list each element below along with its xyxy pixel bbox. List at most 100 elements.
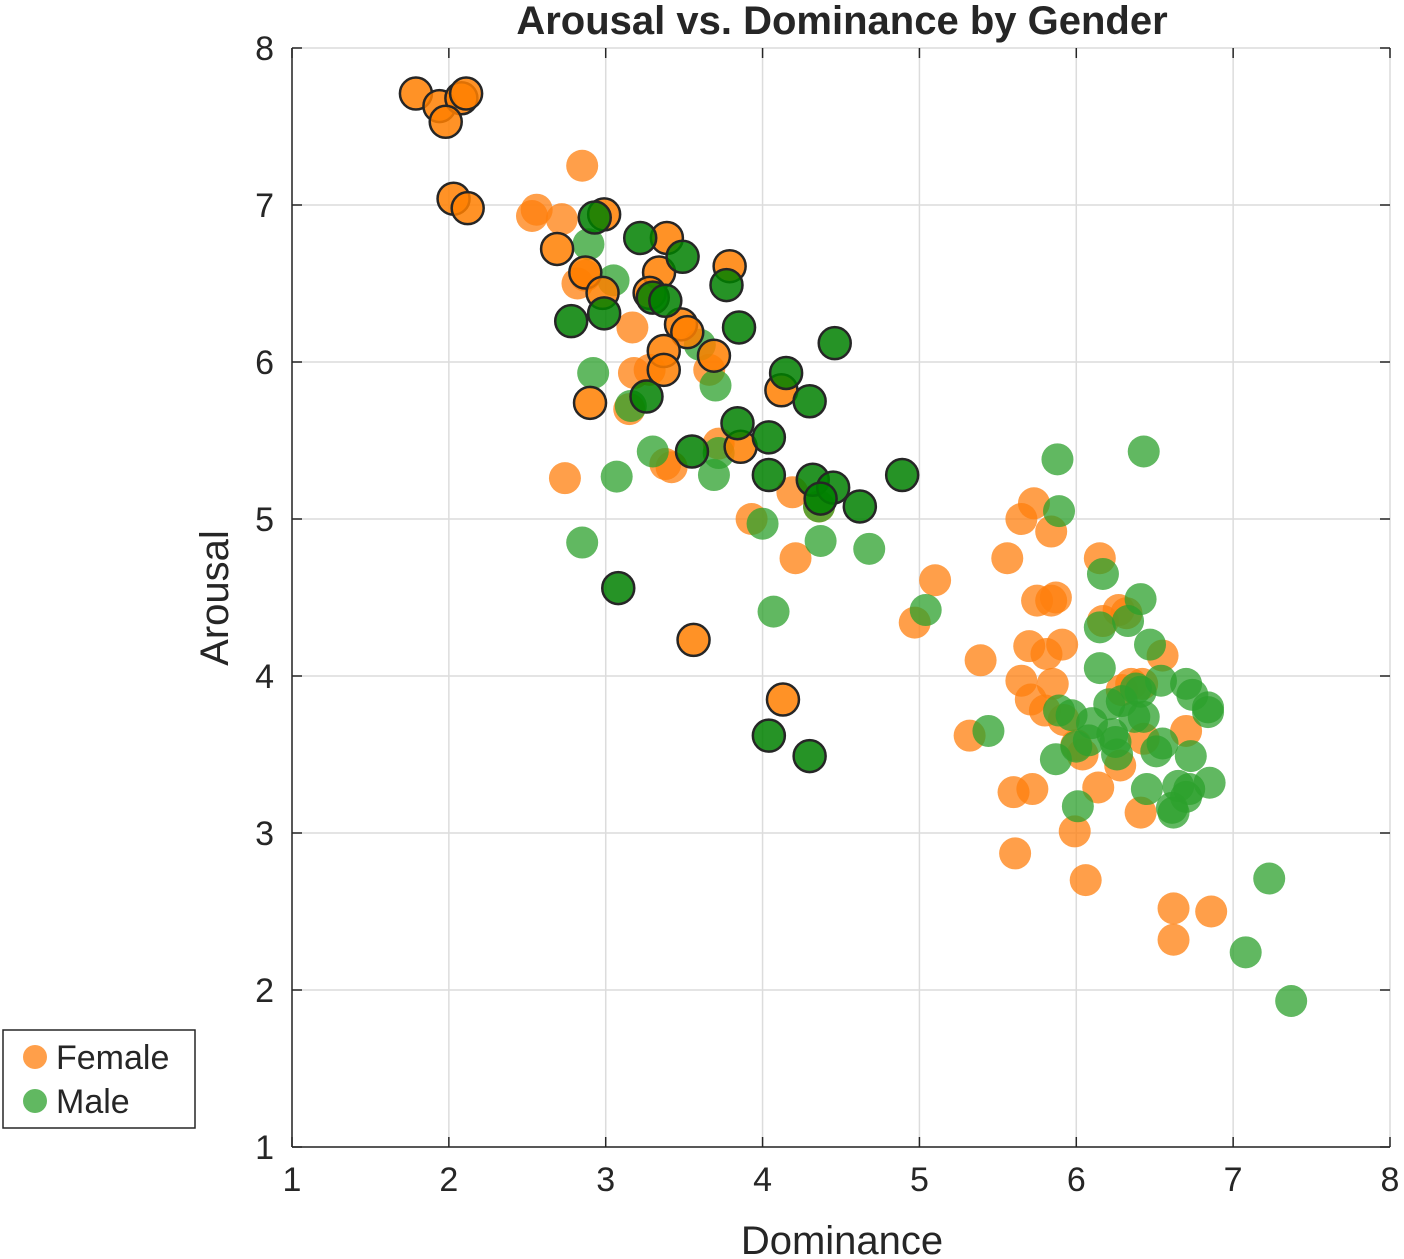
point-male bbox=[1253, 862, 1286, 895]
point-male bbox=[757, 595, 790, 628]
point-male-outlined bbox=[586, 296, 622, 331]
point-male-outlined bbox=[751, 457, 787, 493]
point-male bbox=[1127, 700, 1160, 733]
point-male-outlined bbox=[817, 325, 852, 361]
y-tick-label: 2 bbox=[255, 972, 274, 1010]
point-female bbox=[1016, 773, 1049, 806]
legend-label-female: Female bbox=[56, 1039, 169, 1077]
point-female bbox=[1069, 864, 1102, 897]
point-male bbox=[1119, 672, 1152, 705]
point-male bbox=[1193, 766, 1226, 799]
point-male bbox=[1130, 773, 1163, 806]
point-male bbox=[1055, 699, 1088, 732]
y-axis-label: Arousal bbox=[193, 530, 237, 666]
y-tick-label: 3 bbox=[255, 815, 274, 853]
point-female-outlined bbox=[572, 385, 608, 421]
point-female bbox=[1082, 771, 1115, 804]
y-tick-label: 1 bbox=[255, 1129, 274, 1167]
point-male bbox=[1275, 984, 1308, 1017]
legend-marker-female bbox=[23, 1045, 47, 1069]
point-female bbox=[520, 193, 553, 226]
point-male-outlined bbox=[792, 738, 827, 774]
point-female-outlined bbox=[428, 104, 463, 140]
point-male-outlined bbox=[792, 384, 827, 419]
point-male-outlined bbox=[629, 379, 664, 414]
point-male bbox=[853, 532, 886, 565]
point-female bbox=[1195, 895, 1228, 928]
point-male bbox=[566, 526, 599, 559]
point-male bbox=[1043, 495, 1076, 528]
point-male bbox=[1134, 628, 1167, 661]
point-female bbox=[919, 564, 952, 597]
point-male-outlined bbox=[665, 239, 700, 275]
point-female-outlined bbox=[448, 76, 484, 111]
point-male bbox=[909, 594, 942, 627]
chart-title: Arousal vs. Dominance by Gender bbox=[516, 0, 1167, 43]
x-tick-label: 6 bbox=[1067, 1161, 1086, 1199]
x-tick-label: 7 bbox=[1224, 1161, 1243, 1199]
point-male-outlined bbox=[803, 481, 838, 516]
point-female-outlined bbox=[450, 190, 485, 226]
point-female-outlined bbox=[646, 352, 682, 388]
point-male-outlined bbox=[577, 200, 612, 235]
point-male-outlined bbox=[768, 355, 804, 391]
point-female bbox=[1058, 815, 1091, 848]
point-male bbox=[1174, 740, 1207, 773]
point-male-outlined bbox=[553, 303, 589, 339]
point-male bbox=[1083, 611, 1116, 644]
point-female bbox=[566, 149, 599, 182]
point-male bbox=[1146, 727, 1179, 760]
point-female bbox=[779, 542, 812, 575]
x-axis-label: Dominance bbox=[741, 1219, 943, 1259]
x-tick-label: 3 bbox=[596, 1161, 615, 1199]
legend-label-male: Male bbox=[56, 1083, 130, 1121]
point-female-outlined bbox=[670, 314, 705, 350]
point-male-outlined bbox=[751, 420, 787, 455]
point-female bbox=[1039, 581, 1072, 614]
y-tick-label: 4 bbox=[255, 658, 274, 696]
point-male-outlined bbox=[674, 434, 710, 469]
point-male-outlined bbox=[601, 570, 636, 606]
point-male bbox=[577, 356, 610, 389]
point-male-outlined bbox=[884, 457, 920, 493]
x-tick-label: 1 bbox=[283, 1161, 302, 1199]
legend-marker-male bbox=[23, 1089, 47, 1113]
x-tick-label: 8 bbox=[1381, 1161, 1400, 1199]
point-female bbox=[1157, 892, 1190, 925]
point-male-outlined bbox=[751, 718, 787, 753]
point-male bbox=[1061, 790, 1094, 823]
point-male bbox=[1112, 605, 1145, 638]
y-tick-label: 7 bbox=[255, 187, 274, 225]
point-female bbox=[548, 462, 581, 495]
point-male bbox=[1041, 443, 1074, 476]
point-male bbox=[1192, 696, 1225, 729]
point-male bbox=[1086, 557, 1119, 590]
point-male-outlined bbox=[842, 489, 878, 524]
point-female bbox=[1157, 923, 1190, 956]
point-male-outlined bbox=[622, 220, 658, 256]
point-female bbox=[545, 203, 578, 236]
point-female bbox=[1017, 487, 1050, 520]
point-female-outlined bbox=[676, 622, 711, 658]
point-male bbox=[600, 460, 633, 493]
y-tick-label: 6 bbox=[255, 344, 274, 382]
point-male-outlined bbox=[648, 283, 683, 319]
point-female bbox=[1046, 628, 1079, 661]
point-male bbox=[1127, 435, 1160, 468]
point-male bbox=[804, 524, 837, 557]
point-male bbox=[699, 369, 732, 402]
x-tick-label: 2 bbox=[439, 1161, 458, 1199]
point-male bbox=[972, 714, 1005, 747]
point-female bbox=[1170, 714, 1203, 747]
point-male-outlined bbox=[721, 310, 757, 345]
point-male bbox=[636, 435, 669, 468]
point-female-outlined bbox=[539, 231, 575, 267]
y-tick-label: 8 bbox=[255, 30, 274, 68]
point-male bbox=[572, 228, 605, 261]
point-male bbox=[1083, 652, 1116, 685]
point-female bbox=[991, 542, 1024, 575]
legend: Female Male bbox=[2, 1029, 196, 1129]
point-male-outlined bbox=[709, 267, 744, 303]
tick-labels: 1 2 3 4 5 6 7 8 1 2 3 4 5 6 7 8 bbox=[255, 30, 1399, 1199]
